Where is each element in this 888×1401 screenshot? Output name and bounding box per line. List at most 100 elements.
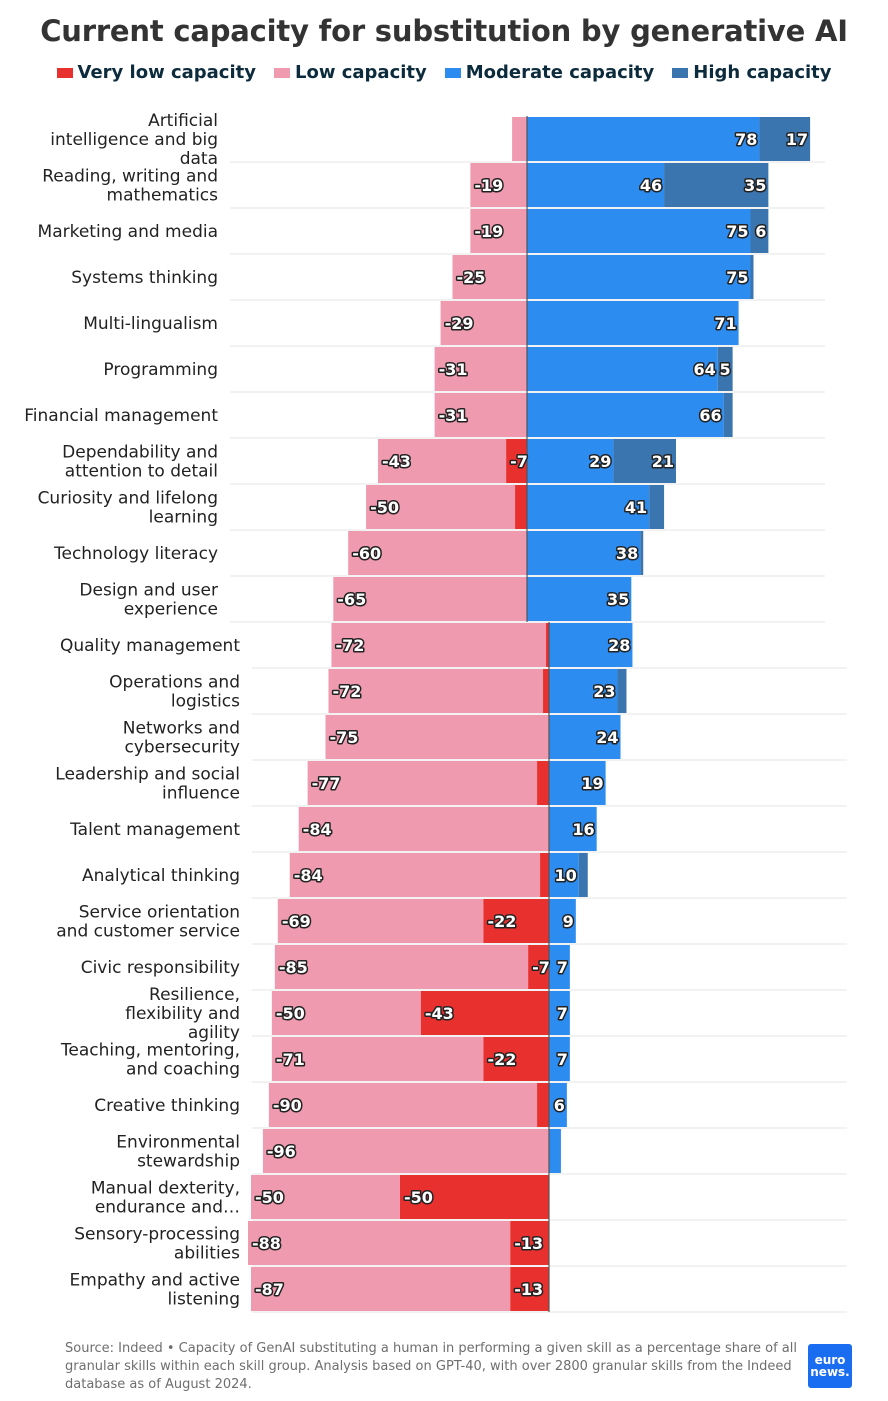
bar-low-capacity — [470, 163, 527, 207]
category-label-line: listening — [168, 1290, 241, 1310]
value-label-moderate: 29 — [589, 452, 611, 471]
chart-plot: 78 17 Artificial intelligence and big data -1… — [24, 111, 847, 1313]
bar-moderate-capacity — [549, 623, 633, 667]
bar-moderate-capacity — [549, 991, 570, 1035]
legend-item-high: High capacity — [672, 62, 832, 83]
value-label-low: -72 — [332, 682, 361, 701]
category-label-line: Artificial — [148, 111, 218, 131]
category-label-line: Service orientation — [79, 903, 240, 923]
category-label: Programming — [103, 360, 218, 380]
bar-low-capacity — [274, 945, 529, 989]
category-label-line: influence — [162, 784, 240, 804]
category-label-line: Resilience, — [149, 985, 240, 1005]
category-label: Quality management — [60, 636, 240, 656]
bar-high-capacity — [723, 393, 733, 437]
value-label-low: -75 — [330, 728, 359, 747]
logo-line-1: euro — [814, 1353, 846, 1367]
bar-very-low-capacity — [528, 945, 549, 989]
category-label-line: Leadership and social — [55, 765, 240, 785]
category-label: Curiosity and lifelong learning — [38, 489, 218, 528]
value-label-moderate: 46 — [640, 176, 662, 195]
bar-low-capacity — [307, 761, 538, 805]
category-label: Leadership and social influence — [55, 765, 240, 804]
value-label-low: -87 — [255, 1280, 284, 1299]
bar-low-capacity — [366, 485, 516, 529]
category-label: Networks and cybersecurity — [123, 719, 240, 758]
category-label-line: and customer service — [56, 922, 240, 942]
value-label-low: -19 — [474, 222, 503, 241]
bar-very-low-capacity — [483, 1037, 549, 1081]
category-label-line: experience — [124, 600, 218, 620]
bar-high-capacity — [578, 853, 588, 897]
category-label-line: data — [180, 149, 218, 169]
value-label-moderate: 28 — [608, 636, 630, 655]
value-label-low: -19 — [474, 176, 503, 195]
value-label-low: -65 — [337, 590, 366, 609]
value-label-very-low: -22 — [487, 912, 516, 931]
bar-low-capacity — [378, 439, 507, 483]
bar-low-capacity — [251, 1175, 400, 1219]
bar-moderate-capacity — [549, 715, 621, 759]
value-label-moderate: 23 — [593, 682, 615, 701]
value-label-low: -50 — [276, 1004, 305, 1023]
bar-low-capacity — [251, 1267, 511, 1311]
bar-moderate-capacity — [527, 255, 751, 299]
bar-high-capacity — [717, 347, 733, 391]
legend-item-very-low: Very low capacity — [56, 62, 256, 83]
bar-low-capacity — [331, 623, 547, 667]
value-label-low: -88 — [252, 1234, 281, 1253]
category-label-line: Reading, writing and — [42, 167, 218, 187]
bar-very-low-capacity — [537, 1083, 549, 1127]
category-label-line: abilities — [174, 1244, 240, 1264]
bar-moderate-capacity — [549, 1129, 561, 1173]
category-label-line: logistics — [171, 692, 240, 712]
value-label-moderate: 71 — [714, 314, 736, 333]
value-label-very-low: -43 — [425, 1004, 454, 1023]
bar-low-capacity — [470, 209, 527, 253]
category-label-line: attention to detail — [65, 462, 218, 482]
value-label-low: -29 — [445, 314, 474, 333]
category-label-line: Manual dexterity, — [91, 1179, 240, 1199]
bar-low-capacity — [262, 1129, 549, 1173]
value-label-moderate: 35 — [607, 590, 629, 609]
value-label-moderate: 10 — [555, 866, 577, 885]
value-label-very-low: -7 — [532, 958, 550, 977]
category-label-line: cybersecurity — [124, 738, 240, 758]
value-label-low: -77 — [312, 774, 341, 793]
bar-high-capacity — [750, 255, 754, 299]
category-label-line: learning — [149, 508, 218, 528]
category-label-line: Dependability and — [62, 443, 218, 463]
bar-high-capacity — [750, 209, 769, 253]
value-label-very-low: -13 — [514, 1234, 543, 1253]
value-label-moderate: 75 — [726, 268, 748, 287]
legend-swatch-high — [672, 67, 689, 78]
bar-low-capacity — [298, 807, 549, 851]
value-label-low: -96 — [267, 1142, 296, 1161]
bar-very-low-capacity — [483, 899, 549, 943]
value-label-high: 6 — [755, 222, 766, 241]
bar-moderate-capacity — [527, 117, 760, 161]
bar-moderate-capacity — [527, 301, 739, 345]
value-label-moderate: 24 — [596, 728, 618, 747]
category-label-line: Teaching, mentoring, — [60, 1041, 240, 1061]
bar-low-capacity — [434, 393, 527, 437]
category-label-line: Technology literacy — [53, 544, 218, 564]
category-label: Talent management — [69, 820, 240, 840]
legend-item-low: Low capacity — [274, 62, 427, 83]
category-label: Financial management — [24, 406, 218, 426]
category-label-line: mathematics — [107, 186, 219, 206]
category-label: Resilience, flexibility and agility — [125, 985, 240, 1043]
bar-low-capacity — [452, 255, 527, 299]
bar-high-capacity — [649, 485, 665, 529]
category-label-line: Curiosity and lifelong — [38, 489, 218, 509]
bar-moderate-capacity — [549, 1037, 570, 1081]
value-label-moderate: 7 — [557, 1004, 568, 1023]
bar-moderate-capacity — [527, 347, 718, 391]
category-label: Systems thinking — [71, 268, 218, 288]
category-label: Creative thinking — [94, 1096, 240, 1116]
bar-low-capacity — [348, 531, 527, 575]
category-label-line: Analytical thinking — [82, 866, 240, 886]
value-label-low: -31 — [439, 406, 468, 425]
bar-moderate-capacity — [527, 393, 724, 437]
category-label: Reading, writing and mathematics — [42, 167, 218, 206]
